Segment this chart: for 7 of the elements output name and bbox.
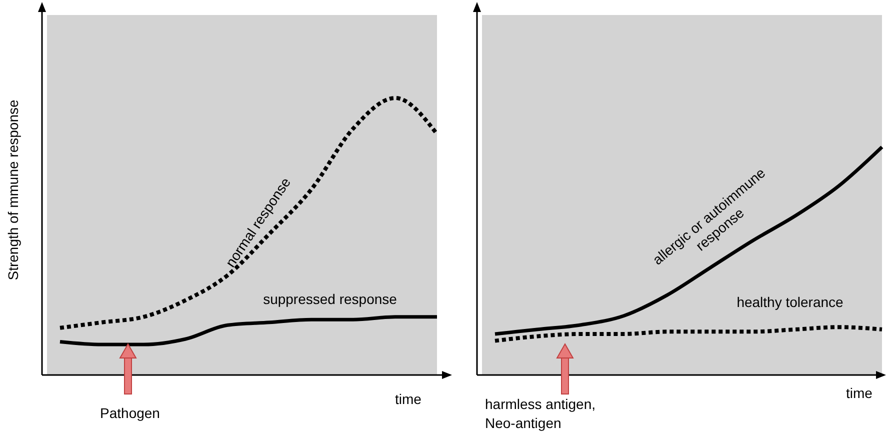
x-axis-title: time <box>395 391 422 407</box>
text: harmless antigen, Neo-antigen <box>485 396 596 431</box>
x-axis-title: time <box>846 385 873 401</box>
series-label: suppressed response <box>263 291 398 307</box>
series-label: healthy tolerance <box>736 294 844 310</box>
text: Pathogen <box>100 405 160 421</box>
y-axis-title: Strength of mmune response <box>5 100 21 280</box>
